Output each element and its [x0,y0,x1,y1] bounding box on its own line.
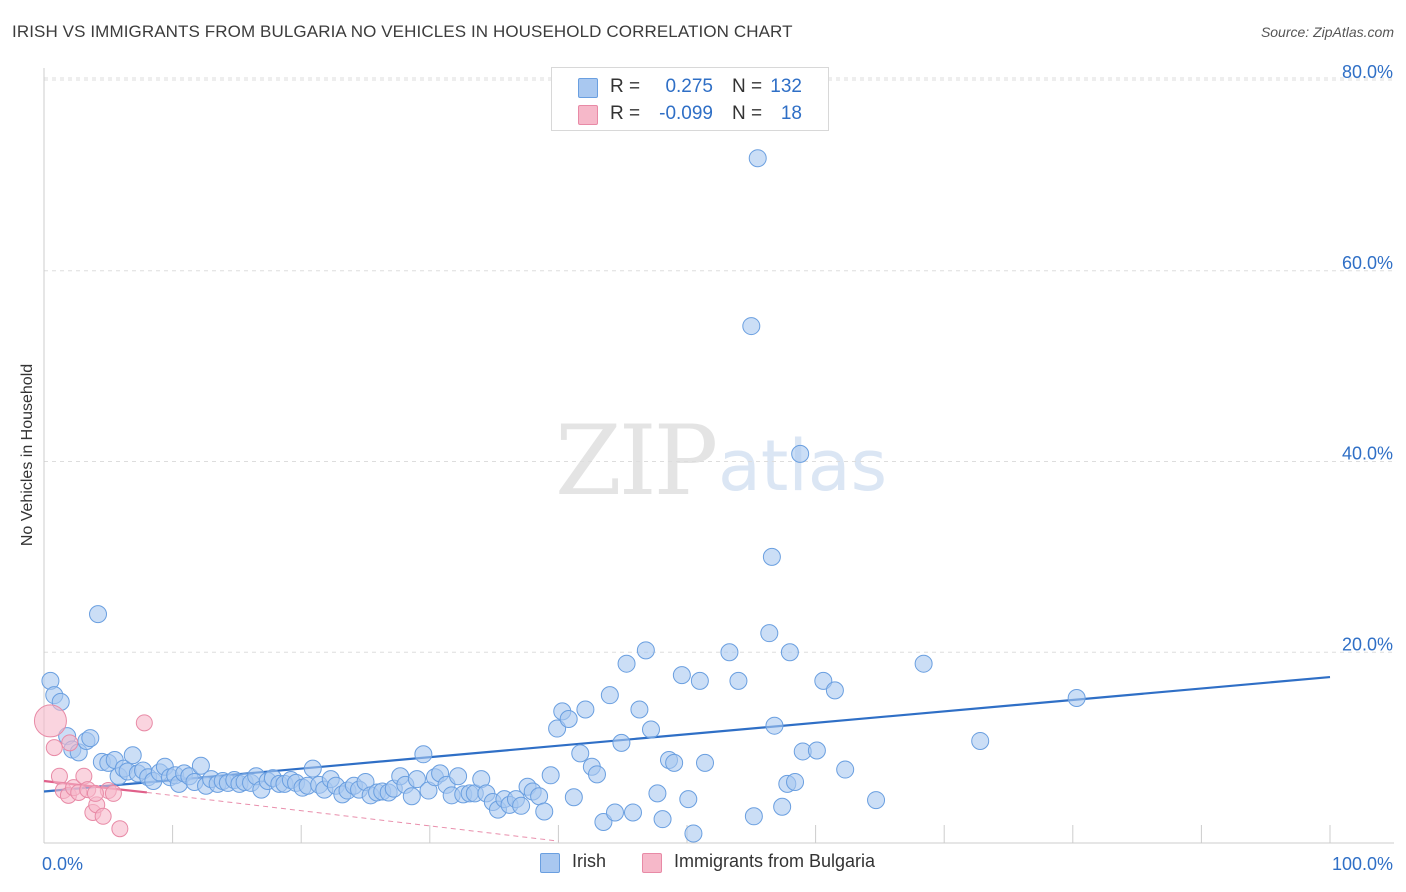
legend-n-label: N = [732,103,763,124]
irish-point [762,547,781,566]
irish-point [720,643,739,662]
legend-swatch-bulgaria [578,105,598,125]
irish-point [81,729,100,748]
irish-point [653,810,672,829]
irish-point [535,802,554,821]
legend-swatch-irish [578,78,598,98]
trend-lines [43,675,1331,842]
irish-point [665,753,684,772]
irish-point [612,733,631,752]
irish-point [191,756,210,775]
irish-point [564,788,583,807]
irish-point [742,317,761,336]
bulgaria-point [86,784,104,802]
legend-r-value: 0.275 [665,76,713,97]
irish-point [679,790,698,809]
legend-n-label: N = [732,76,763,97]
irish-point [1067,689,1086,708]
irish-point [600,686,619,705]
chart-title: IRISH VS IMMIGRANTS FROM BULGARIA NO VEH… [12,22,793,41]
bottom-legend-label-bulgaria: Immigrants from Bulgaria [674,851,876,871]
irish-point [303,759,322,778]
irish-point [914,654,933,673]
irish-point [605,803,624,822]
correlation-legend: R = 0.275 N = 132 R = -0.099 N = 18 [551,67,829,131]
irish-point [576,700,595,719]
bulgaria-point [135,714,153,732]
bulgaria-point [111,820,129,838]
irish-point [744,807,763,826]
irish-point [617,654,636,673]
irish-point [594,813,613,832]
irish-point [971,731,990,750]
grid-lines [43,68,1394,844]
irish-point [587,765,606,784]
legend-r-label: R = [610,76,641,97]
bulgaria-point [104,784,122,802]
irish-point [402,787,421,806]
source-credit: Source: ZipAtlas.com [1260,24,1394,40]
irish-point [696,753,715,772]
legend-row-bulgaria: R = -0.099 N = 18 [552,100,828,128]
legend-r-label: R = [610,103,641,124]
irish-point [623,803,642,822]
bulgaria-trend-extension [146,791,559,842]
y-tick-label: 80.0% [1342,62,1393,82]
y-tick-label: 20.0% [1342,634,1393,654]
irish-point [407,770,426,789]
irish-point [571,744,590,763]
irish-point [648,784,667,803]
bottom-legend-swatch-bulgaria [642,853,662,873]
irish-point [449,767,468,786]
irish-point [825,681,844,700]
legend-n-value: 18 [780,103,802,124]
irish-point [672,666,691,685]
irish-point [630,700,649,719]
irish-point [780,643,799,662]
irish-point [807,741,826,760]
y-tick-label: 60.0% [1342,253,1393,273]
irish-point [814,671,833,690]
irish-point [684,824,703,843]
irish-point [530,787,549,806]
irish-point [548,719,567,738]
bulgaria-points [33,704,153,838]
y-tick-label: 40.0% [1342,444,1393,464]
tick-labels: 20.0% 40.0% 60.0% 80.0% 0.0% 100.0% [42,62,1393,874]
irish-point [89,605,108,624]
irish-points [41,149,1086,843]
irish-point [791,444,810,463]
irish-point [690,671,709,690]
irish-point [559,710,578,729]
irish-point [786,772,805,791]
watermark-atlas: atlas [718,425,888,507]
bulgaria-point [94,807,112,825]
irish-point [512,796,531,815]
irish-point [729,671,748,690]
irish-point [867,791,886,810]
irish-point [836,760,855,779]
irish-point [748,149,767,168]
bulgaria-point [33,704,67,738]
legend-row-irish: R = 0.275 N = 132 [552,73,828,101]
legend-n-value: 132 [770,76,802,97]
bulgaria-point [50,767,68,785]
irish-point [123,746,142,765]
bottom-legend-label-irish: Irish [572,851,607,871]
irish-point [760,624,779,643]
bottom-legend-swatch-irish [540,853,560,873]
x-tick-label: 100.0% [1332,854,1393,874]
legend-r-value: -0.099 [659,103,713,124]
irish-point [765,716,784,735]
bulgaria-point [45,739,63,757]
irish-point [641,720,660,739]
irish-point [541,766,560,785]
irish-point [773,797,792,816]
irish-point [636,641,655,660]
irish-point [414,745,433,764]
bulgaria-point [61,734,79,752]
x-tick-label: 0.0% [42,854,83,874]
